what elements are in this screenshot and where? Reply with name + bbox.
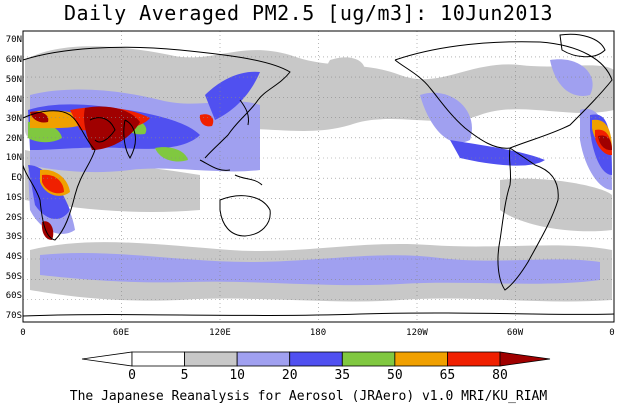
lon-label: 60W [506,328,524,338]
colorbar-tick-label: 10 [229,368,245,383]
colorbar-tick-label: 0 [128,368,136,383]
lon-label: 180 [309,328,327,338]
lat-label: 60S [5,291,22,301]
map-frame [22,30,615,323]
colorbar-tick-label: 35 [334,368,351,383]
colorbar-tick-label: 65 [439,368,456,383]
colorbar-high-end [499,351,551,367]
lon-label: 0 [609,328,615,338]
lon-label: 120E [209,328,231,338]
lat-label: EQ [11,173,22,183]
lon-label: 60E [112,328,130,338]
colorbar-tick-label: 20 [281,368,298,383]
colorbar-segment [341,351,396,367]
colorbar-segment [184,351,238,367]
graticule [23,31,614,322]
colorbar-segment [236,351,291,367]
lon-label: 0 [20,328,26,338]
colorbar-tick-label: 80 [492,368,508,383]
colorbar-tick-label: 50 [387,368,403,383]
colorbar-segment [289,351,343,367]
lat-label: 40N [5,95,22,105]
pm25-map [22,30,615,323]
lat-label: 70N [5,35,22,45]
lat-label: 20N [5,134,22,144]
lat-label: 20S [5,213,22,223]
lat-label: 50N [5,75,22,85]
colorbar-segment [447,351,501,367]
colorbar-segment [131,351,185,367]
lat-label: 50S [5,272,22,282]
colorbar-segment [394,351,448,367]
colorbar-low-end [81,351,133,367]
lat-label: 40S [5,252,22,262]
lat-label: 10N [5,153,22,163]
lon-label: 120W [406,328,428,338]
lat-label: 60N [5,55,22,65]
lat-label: 30N [5,114,22,124]
map-title: Daily Averaged PM2.5 [ug/m3]: 10Jun2013 [63,1,554,25]
colorbar-tick-label: 5 [180,368,189,383]
lat-label: 70S [5,311,22,321]
lat-label: 30S [5,232,22,242]
lat-label: 10S [5,193,22,203]
coastlines [22,33,615,317]
colorbar-segments [81,351,551,367]
credit-line: The Japanese Reanalysis for Aerosol (JRA… [69,389,548,404]
